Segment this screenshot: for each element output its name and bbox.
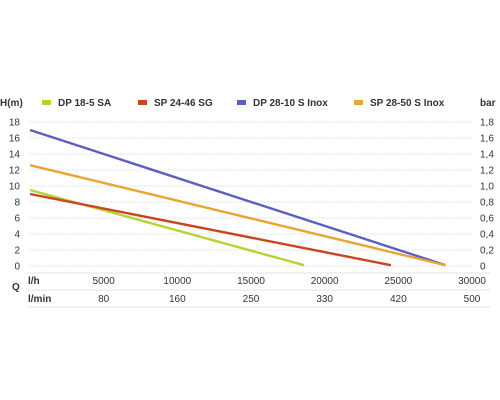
left-tick-label: 0 (14, 262, 20, 273)
left-axis-ticks: 0 2 4 6 8 10 12 14 16 18 (9, 118, 21, 273)
left-tick-label: 12 (9, 166, 21, 177)
right-tick-label: 0,6 (480, 214, 494, 225)
x-tick-label: 330 (316, 294, 333, 305)
x-row-unit-label: l/h (28, 276, 40, 287)
legend-swatch (237, 100, 246, 105)
x-tick-label: 420 (390, 294, 407, 305)
legend-swatch (138, 100, 147, 105)
left-tick-label: 14 (9, 150, 21, 161)
series-line (29, 192, 392, 267)
right-axis-ticks: 0 0,2 0,4 0,6 0,8 1,0 1,2 1,4 1,6 1,8 (480, 118, 494, 273)
legend-swatch (42, 100, 51, 105)
legend: DP 18-5 SA SP 24-46 SG DP 28-10 S Inox SP 2… (42, 98, 445, 109)
series-line (29, 128, 446, 267)
x-tick-label: 250 (243, 294, 260, 305)
left-tick-label: 2 (14, 246, 20, 257)
left-tick-label: 4 (14, 230, 20, 241)
grid (30, 121, 472, 267)
right-tick-label: 1,4 (480, 150, 494, 161)
x-tick-label: 80 (98, 294, 110, 305)
legend-swatch (354, 100, 363, 105)
left-tick-label: 16 (9, 134, 21, 145)
right-tick-label: 1,6 (480, 134, 494, 145)
curves (29, 128, 446, 267)
x-tick-label: 20000 (311, 276, 339, 287)
x-tick-label: 160 (169, 294, 186, 305)
right-tick-label: 0,8 (480, 198, 494, 209)
right-tick-label: 0,2 (480, 246, 494, 257)
x-tick-label: 30000 (458, 276, 486, 287)
series-line (29, 164, 446, 267)
left-tick-label: 10 (9, 182, 21, 193)
flow-symbol-label: Q (12, 282, 20, 293)
x-tick-label: 15000 (237, 276, 265, 287)
legend-label: SP 28-50 S Inox (370, 98, 445, 109)
x-tick-label: 25000 (384, 276, 412, 287)
legend-label: SP 24-46 SG (154, 98, 213, 109)
left-tick-label: 18 (9, 118, 21, 129)
right-tick-label: 0 (480, 262, 486, 273)
left-tick-label: 8 (14, 198, 20, 209)
x-tick-label: 10000 (163, 276, 191, 287)
right-tick-label: 1,2 (480, 166, 494, 177)
x-tick-label: 500 (464, 294, 481, 305)
x-axis-rows: l/h 5000 10000 15000 20000 25000 30000 l/min 80 1… (28, 272, 490, 308)
right-axis-label: bar (480, 98, 496, 109)
legend-label: DP 18-5 SA (58, 98, 111, 109)
left-tick-label: 6 (14, 214, 20, 225)
legend-label: DP 28-10 S Inox (253, 98, 328, 109)
right-tick-label: 0,4 (480, 230, 494, 241)
right-tick-label: 1,8 (480, 118, 494, 129)
left-axis-label: H(m) (0, 98, 23, 109)
right-tick-label: 1,0 (480, 182, 494, 193)
x-tick-label: 5000 (93, 276, 116, 287)
x-row-unit-label: l/min (28, 294, 51, 305)
